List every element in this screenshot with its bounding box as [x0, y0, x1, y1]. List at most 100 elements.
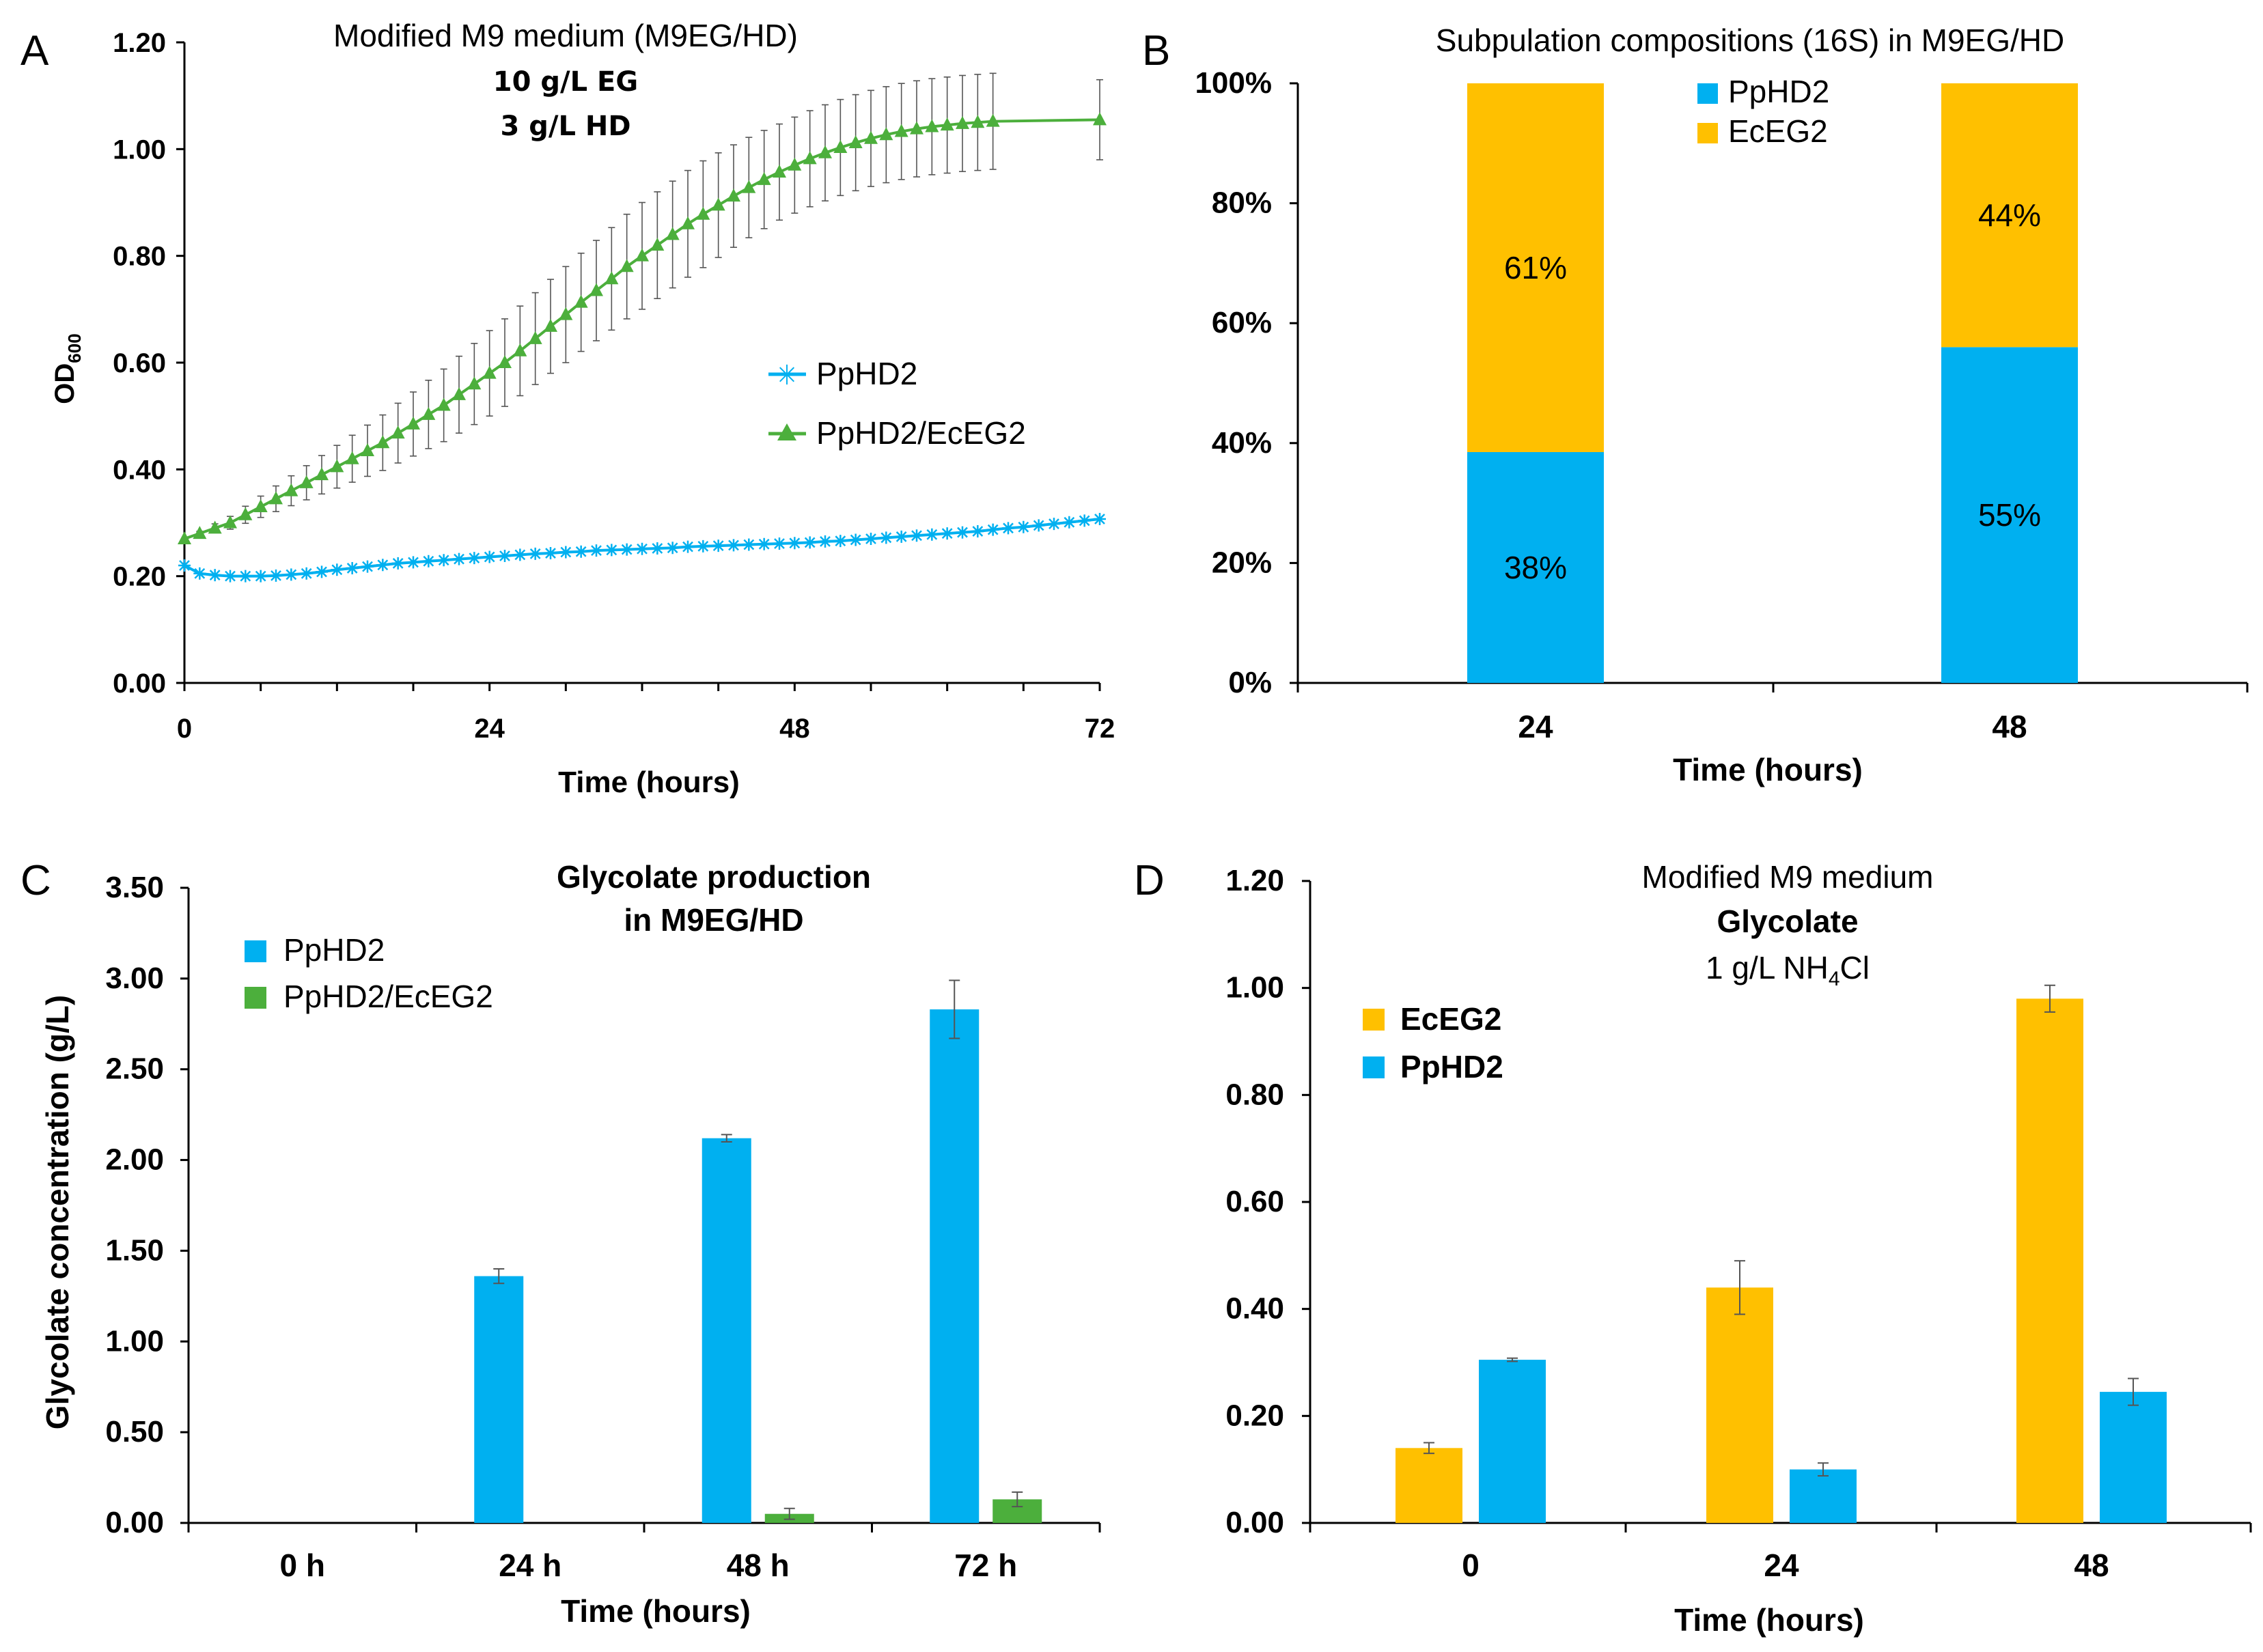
- panel-c-y-tick-label: 2.00: [105, 1143, 164, 1177]
- panel-a-point-coculture: [696, 206, 710, 220]
- panel-d-y-tick-label: 1.20: [1225, 864, 1284, 897]
- panel-c-x-tick-label: 0 h: [280, 1548, 325, 1583]
- panel-d-bar-pphd2: [2100, 1392, 2167, 1523]
- panel-b-x-tick-label: 24: [1518, 709, 1553, 744]
- panel-a-point-pphd2: [803, 536, 816, 549]
- panel-a-point-coculture: [605, 271, 619, 285]
- panel-a-point-coculture: [482, 365, 497, 379]
- panel-a-point-pphd2: [819, 535, 831, 548]
- panel-a-point-pphd2: [285, 568, 298, 581]
- panel-b-y-tick-label: 100%: [1195, 66, 1272, 100]
- panel-a-point-pphd2: [712, 540, 725, 552]
- panel-a-y-tick-label: 1.00: [113, 135, 166, 165]
- panel-a-point-pphd2: [1078, 514, 1091, 527]
- panel-letter-b: B: [1142, 27, 1170, 74]
- panel-a-point-coculture: [345, 451, 359, 464]
- panel-a-line-chart: Modified M9 medium (M9EG/HD) 10 g/L EG 3…: [50, 18, 1115, 799]
- panel-letter-d: D: [1134, 857, 1165, 904]
- panel-a-point-pphd2: [529, 547, 542, 560]
- panel-b-x-label: Time (hours): [1673, 752, 1863, 787]
- panel-c-title-line-2: in M9EG/HD: [624, 902, 803, 938]
- panel-a-y-label-sub: 600: [64, 333, 85, 363]
- panel-a-point-pphd2: [666, 542, 679, 555]
- panel-a-point-coculture: [711, 197, 725, 211]
- panel-a-point-coculture: [178, 531, 191, 544]
- panel-b-bar-pphd2: [1941, 347, 2078, 683]
- panel-a-point-coculture: [986, 113, 1000, 127]
- legend-c-pphd2-swatch: [245, 940, 266, 962]
- panel-a-point-pphd2: [834, 535, 847, 548]
- panel-a-point-pphd2: [1063, 516, 1076, 529]
- panel-c-x-tick-label: 72 h: [954, 1548, 1017, 1583]
- panel-a-annotation-hd: 3 g/L HD: [500, 111, 630, 142]
- panel-a-point-pphd2: [208, 569, 221, 582]
- panel-a-point-coculture: [833, 139, 848, 153]
- legend-d-ecge2-label: EcEG2: [1400, 1001, 1501, 1037]
- panel-d-x-tick-label: 0: [1462, 1548, 1480, 1583]
- panel-d-title-line-3-main: 1 g/L NH: [1706, 950, 1829, 985]
- panel-a-point-coculture: [559, 307, 573, 320]
- panel-a-point-coculture: [574, 294, 588, 308]
- panel-b-data-label: 55%: [1978, 497, 2041, 533]
- panel-b-x-tick-label: 48: [1992, 709, 2027, 744]
- panel-a-point-coculture: [376, 435, 390, 449]
- panel-a-point-pphd2: [682, 540, 694, 553]
- legend-a-coculture-marker: [777, 423, 796, 440]
- panel-a-point-coculture: [788, 157, 802, 171]
- panel-a-point-coculture: [208, 520, 222, 534]
- panel-d-y-tick-label: 0.00: [1225, 1506, 1284, 1539]
- panel-a-y-label-main: OD: [50, 363, 80, 404]
- panel-a-point-coculture: [818, 145, 832, 158]
- panel-a-x-tick-label: 24: [474, 714, 505, 744]
- panel-a-point-coculture: [361, 443, 374, 456]
- panel-a-point-coculture: [940, 117, 954, 131]
- panel-a-point-pphd2: [956, 526, 969, 539]
- legend-d-pphd2-label: PpHD2: [1400, 1049, 1503, 1084]
- panel-b-data-label: 44%: [1978, 197, 2041, 233]
- panel-a-y-tick-label: 0.60: [113, 348, 166, 378]
- panel-a-point-pphd2: [590, 544, 602, 557]
- legend-c-coculture-swatch: [245, 987, 266, 1009]
- panel-a-y-label: OD600: [50, 333, 85, 404]
- panel-d-bar-pphd2: [1479, 1360, 1546, 1523]
- panel-a-point-coculture: [299, 475, 314, 488]
- legend-a-pphd2-marker: ✳: [775, 360, 799, 391]
- panel-a-point-coculture: [452, 387, 466, 400]
- panel-a-point-pphd2: [1002, 522, 1014, 535]
- panel-a-point-pphd2: [559, 546, 572, 559]
- panel-a-point-coculture: [1093, 112, 1107, 126]
- panel-b-title: Subpulation compositions (16S) in M9EG/H…: [1436, 23, 2064, 58]
- legend-b-ecge2-label: EcEG2: [1728, 113, 1828, 149]
- panel-a-point-pphd2: [620, 543, 633, 556]
- panel-a-point-coculture: [757, 171, 771, 185]
- panel-d-legend: EcEG2 PpHD2: [1363, 1001, 1503, 1084]
- panel-a-point-pphd2: [865, 532, 877, 545]
- panel-d-y-tick-label: 0.60: [1225, 1185, 1284, 1218]
- panel-a-point-pphd2: [391, 557, 404, 570]
- panel-a-y-tick-label: 0.40: [113, 455, 166, 485]
- panel-a-point-pphd2: [742, 538, 755, 551]
- panel-a-point-pphd2: [270, 569, 282, 582]
- legend-c-pphd2-label: PpHD2: [283, 932, 385, 968]
- panel-d-y-tick-label: 0.40: [1225, 1292, 1284, 1326]
- panel-a-point-pphd2: [911, 529, 923, 542]
- panel-a-point-pphd2: [1048, 518, 1060, 531]
- panel-letter-c: C: [20, 857, 51, 904]
- panel-b-y-tick-label: 0%: [1228, 666, 1272, 699]
- panel-a-point-pphd2: [300, 567, 313, 580]
- panel-a-point-pphd2: [361, 560, 374, 573]
- panel-d-y-tick-label: 0.80: [1225, 1078, 1284, 1111]
- panel-b-stacked-bar-chart: Subpulation compositions (16S) in M9EG/H…: [1195, 23, 2249, 787]
- panel-a-point-coculture: [650, 238, 665, 251]
- panel-a-point-coculture: [665, 227, 680, 240]
- panel-a-point-coculture: [406, 416, 420, 430]
- panel-a-point-coculture: [269, 491, 283, 505]
- panel-a-y-tick-label: 0.20: [113, 562, 166, 592]
- panel-a-point-coculture: [803, 151, 817, 165]
- panel-a-point-coculture: [528, 331, 542, 344]
- panel-a-point-pphd2: [193, 567, 206, 580]
- panel-a-point-pphd2: [773, 537, 786, 550]
- panel-d-title-subscript: 4: [1829, 968, 1840, 990]
- legend-d-ecge2-swatch: [1363, 1009, 1385, 1031]
- panel-b-bar-ecge2: [1941, 83, 2078, 348]
